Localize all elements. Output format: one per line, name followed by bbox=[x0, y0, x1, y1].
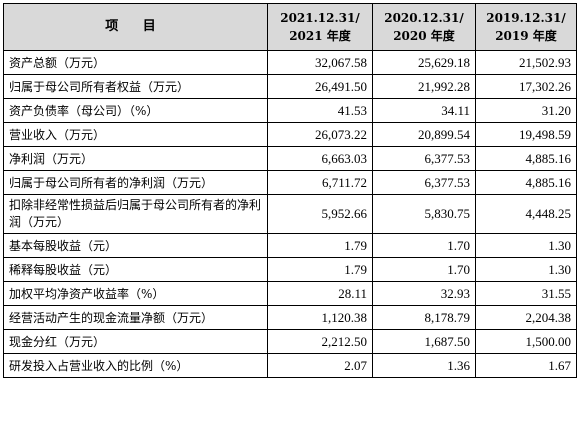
header-year-label: 2021 年度 bbox=[289, 29, 351, 43]
table-body: 资产总额（万元） 32,067.58 25,629.18 21,502.93 归属于母公… bbox=[3, 50, 577, 378]
table-row: 归属于母公司所有者的净利润（万元） 6,711.72 6,377.53 4,885.1… bbox=[3, 170, 577, 195]
header-year-date: 2020.12.31/ bbox=[384, 11, 464, 25]
financial-summary: 项 目 2021.12.31/ 2021 年度 2020.12.31/ 2020… bbox=[3, 3, 577, 378]
value-2021: 6,711.72 bbox=[267, 170, 373, 195]
row-label: 归属于母公司所有者权益（万元） bbox=[3, 74, 268, 99]
value-2021: 1.79 bbox=[267, 257, 373, 282]
value-2019: 4,885.16 bbox=[475, 146, 577, 171]
header-year-2021: 2021.12.31/ 2021 年度 bbox=[267, 3, 373, 51]
table-row: 经营活动产生的现金流量净额（万元） 1,120.38 8,178.79 2,204.3… bbox=[3, 305, 577, 330]
financial-table: 项 目 2021.12.31/ 2021 年度 2020.12.31/ 2020… bbox=[3, 3, 577, 378]
table-row: 资产总额（万元） 32,067.58 25,629.18 21,502.93 bbox=[3, 50, 577, 75]
value-2020: 8,178.79 bbox=[372, 305, 476, 330]
value-2021: 2.07 bbox=[267, 353, 373, 378]
value-2020: 1.70 bbox=[372, 257, 476, 282]
header-item: 项 目 bbox=[3, 3, 268, 51]
value-2020: 6,377.53 bbox=[372, 146, 476, 171]
value-2020: 1.70 bbox=[372, 233, 476, 258]
header-year-2020: 2020.12.31/ 2020 年度 bbox=[372, 3, 476, 51]
value-2021: 6,663.03 bbox=[267, 146, 373, 171]
value-2019: 1.30 bbox=[475, 257, 577, 282]
value-2019: 19,498.59 bbox=[475, 122, 577, 147]
header-year-date: 2019.12.31/ bbox=[486, 11, 566, 25]
value-2019: 17,302.26 bbox=[475, 74, 577, 99]
header-year-label: 2020 年度 bbox=[393, 29, 455, 43]
value-2020: 21,992.28 bbox=[372, 74, 476, 99]
value-2020: 25,629.18 bbox=[372, 50, 476, 75]
value-2020: 20,899.54 bbox=[372, 122, 476, 147]
value-2019: 1,500.00 bbox=[475, 329, 577, 354]
value-2020: 6,377.53 bbox=[372, 170, 476, 195]
value-2020: 1,687.50 bbox=[372, 329, 476, 354]
table-row: 归属于母公司所有者权益（万元） 26,491.50 21,992.28 17,302.… bbox=[3, 74, 577, 99]
table-header-row: 项 目 2021.12.31/ 2021 年度 2020.12.31/ 2020… bbox=[3, 3, 577, 51]
value-2020: 1.36 bbox=[372, 353, 476, 378]
table-row: 现金分红（万元） 2,212.50 1,687.50 1,500.00 bbox=[3, 329, 577, 354]
table-row: 营业收入（万元） 26,073.22 20,899.54 19,498.59 bbox=[3, 122, 577, 147]
row-label: 基本每股收益（元） bbox=[3, 233, 268, 258]
value-2020: 32.93 bbox=[372, 281, 476, 306]
row-label: 稀释每股收益（元） bbox=[3, 257, 268, 282]
header-year-label: 2019 年度 bbox=[495, 29, 557, 43]
value-2021: 28.11 bbox=[267, 281, 373, 306]
table-row: 资产负债率（母公司）（%） 41.53 34.11 31.20 bbox=[3, 98, 577, 123]
table-row: 净利润（万元） 6,663.03 6,377.53 4,885.16 bbox=[3, 146, 577, 171]
value-2019: 21,502.93 bbox=[475, 50, 577, 75]
value-2020: 5,830.75 bbox=[372, 194, 476, 234]
value-2021: 26,491.50 bbox=[267, 74, 373, 99]
value-2020: 34.11 bbox=[372, 98, 476, 123]
value-2019: 1.67 bbox=[475, 353, 577, 378]
value-2021: 1,120.38 bbox=[267, 305, 373, 330]
table-row: 稀释每股收益（元） 1.79 1.70 1.30 bbox=[3, 257, 577, 282]
row-label: 营业收入（万元） bbox=[3, 122, 268, 147]
value-2021: 1.79 bbox=[267, 233, 373, 258]
table-row: 扣除非经常性损益后归属于母公司所有者的净利润（万元） 5,952.66 5,830.… bbox=[3, 194, 577, 234]
row-label: 资产负债率（母公司）（%） bbox=[3, 98, 268, 123]
value-2019: 2,204.38 bbox=[475, 305, 577, 330]
row-label: 加权平均净资产收益率（%） bbox=[3, 281, 268, 306]
value-2021: 2,212.50 bbox=[267, 329, 373, 354]
value-2021: 26,073.22 bbox=[267, 122, 373, 147]
value-2021: 32,067.58 bbox=[267, 50, 373, 75]
value-2021: 41.53 bbox=[267, 98, 373, 123]
row-label: 研发投入占营业收入的比例（%） bbox=[3, 353, 268, 378]
row-label: 归属于母公司所有者的净利润（万元） bbox=[3, 170, 268, 195]
row-label: 资产总额（万元） bbox=[3, 50, 268, 75]
value-2019: 31.20 bbox=[475, 98, 577, 123]
value-2019: 4,448.25 bbox=[475, 194, 577, 234]
value-2019: 4,885.16 bbox=[475, 170, 577, 195]
value-2019: 1.30 bbox=[475, 233, 577, 258]
row-label: 净利润（万元） bbox=[3, 146, 268, 171]
header-year-date: 2021.12.31/ bbox=[280, 11, 360, 25]
value-2019: 31.55 bbox=[475, 281, 577, 306]
table-row: 基本每股收益（元） 1.79 1.70 1.30 bbox=[3, 233, 577, 258]
row-label: 现金分红（万元） bbox=[3, 329, 268, 354]
header-year-2019: 2019.12.31/ 2019 年度 bbox=[475, 3, 577, 51]
table-row: 加权平均净资产收益率（%） 28.11 32.93 31.55 bbox=[3, 281, 577, 306]
table-row: 研发投入占营业收入的比例（%） 2.07 1.36 1.67 bbox=[3, 353, 577, 378]
row-label: 经营活动产生的现金流量净额（万元） bbox=[3, 305, 268, 330]
row-label: 扣除非经常性损益后归属于母公司所有者的净利润（万元） bbox=[3, 194, 268, 234]
value-2021: 5,952.66 bbox=[267, 194, 373, 234]
